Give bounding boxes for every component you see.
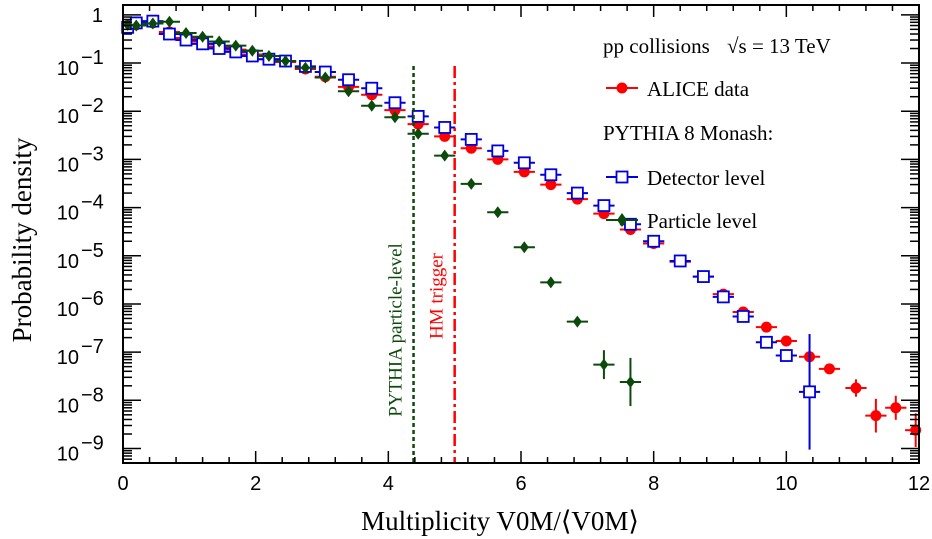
vertical-lines: PYTHIA particle-level HM trigger — [386, 66, 456, 463]
legend-header: pp collisions √s = 13 TeV — [603, 34, 831, 58]
y-tick-label: 10 — [57, 395, 79, 417]
data-point — [624, 217, 637, 231]
legend-label-alice: ALICE data — [647, 77, 750, 101]
legend-energy-sqrt-s: √s — [727, 34, 747, 58]
legend-header-text: pp collisions — [603, 34, 710, 58]
data-point — [438, 121, 452, 134]
data-point — [647, 234, 661, 248]
data-point — [491, 144, 505, 158]
x-tick-label: 4 — [383, 473, 394, 495]
data-point — [760, 335, 773, 349]
y-tick-label: 10 — [57, 154, 79, 176]
data-point — [148, 17, 158, 30]
data-point — [181, 26, 191, 39]
data-point — [163, 27, 176, 41]
legend-energy-value: = 13 TeV — [752, 34, 831, 58]
y-tick-label: 10 — [57, 299, 79, 321]
data-point — [264, 49, 274, 62]
y-tick-label: 10 — [57, 203, 79, 225]
y-tick-exponent: −5 — [81, 240, 104, 262]
data-point — [164, 15, 174, 28]
x-tick-label: 2 — [250, 473, 261, 495]
y-tick-exponent: −9 — [81, 432, 104, 454]
x-tick-label: 6 — [515, 473, 526, 495]
data-point — [517, 156, 531, 170]
legend: pp collisions √s = 13 TeV ALICE data PYT… — [603, 34, 831, 233]
legend-swatch-particle-marker — [617, 213, 627, 227]
data-point — [344, 85, 354, 98]
data-point — [803, 385, 816, 399]
data-point — [570, 186, 584, 200]
x-tick-label: 10 — [775, 473, 797, 495]
data-point — [198, 30, 208, 43]
y-tick-exponent: −1 — [81, 47, 104, 69]
chart-marks — [121, 14, 922, 450]
y-tick-label: 10 — [57, 251, 79, 273]
vline-label-1: HM trigger — [427, 252, 448, 339]
x-tick-label: 12 — [908, 473, 930, 495]
data-point — [466, 177, 476, 190]
data-point — [736, 310, 750, 323]
data-point — [572, 315, 582, 328]
vline-label-0: PYTHIA particle-level — [386, 243, 407, 417]
data-point — [131, 19, 141, 32]
legend-swatch-detector-marker — [615, 170, 629, 184]
y-tick-label: 10 — [57, 347, 79, 369]
data-point — [870, 410, 882, 422]
series-particle-level — [123, 15, 642, 407]
legend-swatch-alice-marker — [616, 82, 628, 94]
axes: 0 2 4 6 8 10 12110−110−210−310−410−510−610−710… — [57, 5, 930, 495]
data-point — [625, 375, 635, 388]
data-point — [388, 96, 402, 110]
y-tick-exponent: −7 — [81, 336, 104, 358]
y-axis-title: Probability density — [7, 137, 37, 342]
y-tick-label: 10 — [57, 58, 79, 80]
data-point — [464, 132, 478, 146]
y-tick-exponent: −3 — [81, 143, 104, 165]
y-tick-label: 10 — [57, 106, 79, 128]
data-point — [342, 73, 355, 87]
data-point — [390, 111, 400, 124]
legend-label-particle: Particle level — [647, 209, 757, 233]
x-tick-label: 0 — [117, 473, 128, 495]
data-point — [519, 241, 529, 254]
data-point — [413, 127, 423, 140]
data-point — [544, 168, 558, 182]
data-point — [545, 179, 557, 191]
data-point — [493, 206, 503, 219]
data-point — [697, 270, 710, 283]
x-tick-label: 8 — [648, 473, 659, 495]
data-point — [779, 349, 793, 362]
y-tick-label: 1 — [92, 5, 103, 27]
data-point — [850, 382, 862, 394]
data-point — [320, 71, 330, 84]
data-point — [780, 335, 792, 347]
data-point — [890, 402, 902, 414]
data-point — [214, 35, 224, 48]
data-point — [760, 321, 772, 333]
data-point — [546, 276, 556, 289]
y-tick-label: 10 — [57, 443, 79, 465]
x-axis-title: Multiplicity V0M/⟨V0M⟩ — [361, 506, 639, 536]
data-point — [300, 61, 310, 74]
data-point — [599, 358, 609, 371]
y-tick-exponent: −4 — [81, 192, 104, 214]
data-point — [365, 81, 379, 95]
y-tick-exponent: −6 — [81, 288, 104, 310]
legend-model-header: PYTHIA 8 Monash: — [603, 121, 773, 145]
data-point — [247, 44, 257, 57]
data-point — [716, 290, 730, 304]
data-point — [597, 199, 611, 212]
data-point — [440, 149, 450, 162]
data-point — [231, 39, 241, 52]
data-point — [367, 99, 377, 112]
y-tick-exponent: −8 — [81, 384, 104, 406]
data-point — [281, 55, 291, 68]
legend-label-detector: Detector level — [647, 166, 766, 190]
y-tick-exponent: −2 — [81, 95, 104, 117]
data-point — [823, 363, 835, 375]
data-point — [673, 254, 687, 268]
